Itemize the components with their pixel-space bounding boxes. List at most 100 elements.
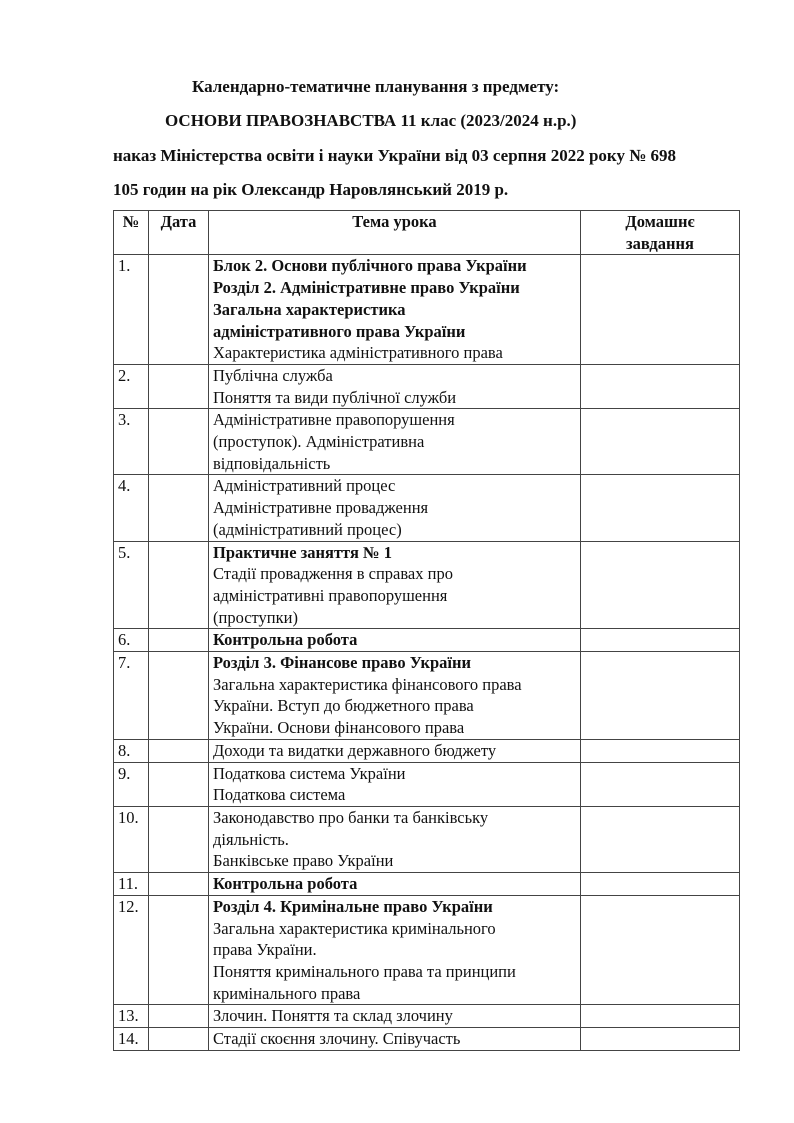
column-header-date: Дата — [148, 209, 209, 256]
row-date — [148, 408, 209, 476]
row-topic: Адміністративне правопорушення (проступок… — [208, 408, 581, 476]
row-homework — [580, 1027, 740, 1051]
row-number: 8. — [113, 738, 149, 763]
row-date — [148, 254, 209, 365]
row-number: 9. — [113, 761, 149, 807]
row-homework — [580, 805, 740, 874]
topic-heading: Розділ 3. Фінансове право України — [213, 653, 471, 673]
row-date — [148, 651, 209, 740]
row-number: 14. — [113, 1027, 149, 1051]
table-row: 13. Злочин. Поняття та склад злочину — [113, 1004, 740, 1029]
topic-line: Адміністративне правопорушення — [213, 410, 455, 430]
topic-line: Загальна характеристика фінансового прав… — [213, 674, 522, 694]
row-topic: Стадії скоєння злочину. Співучасть — [208, 1027, 581, 1051]
table-row: 6. Контрольна робота — [113, 628, 740, 653]
row-homework — [580, 254, 740, 365]
topic-line: Законодавство про банки та банківську — [213, 807, 489, 827]
row-homework — [580, 872, 740, 896]
topic-heading: Загальна характеристика — [213, 299, 406, 319]
row-number: 4. — [113, 474, 149, 542]
row-date — [148, 474, 209, 542]
table-row: 7. Розділ 3. Фінансове право України Загал… — [113, 651, 740, 740]
row-homework — [580, 1004, 740, 1029]
row-homework — [580, 761, 740, 807]
row-homework — [580, 628, 740, 653]
row-topic: Практичне заняття № 1 Стадії провадження … — [208, 540, 581, 630]
topic-line: діяльність. — [213, 829, 289, 849]
topic-heading: адміністративного права України — [213, 321, 466, 341]
row-homework — [580, 474, 740, 542]
row-date — [148, 1004, 209, 1029]
row-homework — [580, 540, 740, 630]
topic-line: кримінального права — [213, 983, 361, 1003]
lesson-plan-table: № Дата Тема урока Домашнє завдання 1. Бло… — [113, 209, 740, 1051]
row-number: 13. — [113, 1004, 149, 1029]
row-number: 10. — [113, 805, 149, 874]
topic-line: Адміністративний процес — [213, 476, 396, 496]
row-date — [148, 628, 209, 653]
row-topic: Розділ 3. Фінансове право України Загальн… — [208, 651, 581, 740]
table-row: 2. Публічна служба Поняття та види публічн… — [113, 363, 740, 410]
row-date — [148, 872, 209, 896]
table-row: 14. Стадії скоєння злочину. Співучасть — [113, 1027, 740, 1051]
row-homework — [580, 894, 740, 1006]
row-topic: Розділ 4. Кримінальне право України Загал… — [208, 894, 581, 1006]
row-date — [148, 738, 209, 763]
row-homework — [580, 363, 740, 410]
row-topic: Податкова система України Податкова систе… — [208, 761, 581, 807]
topic-heading: Розділ 2. Адміністративне право України — [213, 278, 520, 298]
row-topic: Адміністративний процес Адміністративне п… — [208, 474, 581, 542]
order-reference: наказ Міністерства освіти і науки Україн… — [113, 146, 677, 165]
topic-line: (проступки) — [213, 607, 298, 627]
topic-line: (адміністративний процес) — [213, 519, 402, 539]
topic-line: права України. — [213, 940, 317, 960]
row-number: 6. — [113, 628, 149, 653]
row-topic: Законодавство про банки та банківську дія… — [208, 805, 581, 874]
row-number: 3. — [113, 408, 149, 476]
row-topic: Злочин. Поняття та склад злочину — [208, 1004, 581, 1029]
row-topic: Контрольна робота — [208, 628, 581, 653]
topic-line: Податкова система — [213, 785, 346, 805]
row-topic: Публічна служба Поняття та види публічної… — [208, 363, 581, 410]
topic-line: Доходи та видатки державного бюджету — [213, 740, 497, 760]
topic-line: Загальна характеристика кримінального — [213, 918, 496, 938]
row-number: 2. — [113, 363, 149, 410]
row-number: 5. — [113, 540, 149, 630]
column-header-topic: Тема урока — [208, 209, 581, 256]
row-date — [148, 761, 209, 807]
row-number: 7. — [113, 651, 149, 740]
row-homework — [580, 738, 740, 763]
topic-line: адміністративні правопорушення — [213, 585, 448, 605]
topic-line: відповідальність — [213, 453, 331, 473]
column-header-homework: Домашнє завдання — [580, 209, 740, 256]
topic-line: України. Вступ до бюджетного права — [213, 696, 474, 716]
row-number: 12. — [113, 894, 149, 1006]
table-row: 12. Розділ 4. Кримінальне право України За… — [113, 894, 740, 1006]
row-date — [148, 805, 209, 874]
row-date — [148, 540, 209, 630]
topic-line: Банківське право України — [213, 851, 394, 871]
row-topic: Доходи та видатки державного бюджету — [208, 738, 581, 763]
table-row: 10. Законодавство про банки та банківську… — [113, 805, 740, 874]
row-topic: Контрольна робота — [208, 872, 581, 896]
table-row: 3. Адміністративне правопорушення (проступ… — [113, 408, 740, 476]
row-topic: Блок 2. Основи публічного права України Р… — [208, 254, 581, 365]
table-row: 11. Контрольна робота — [113, 872, 740, 896]
row-date — [148, 894, 209, 1006]
hours-author: 105 годин на рік Олександр Наровлянський… — [113, 180, 509, 199]
topic-line: Податкова система України — [213, 763, 406, 783]
row-date — [148, 363, 209, 410]
row-number: 11. — [113, 872, 149, 896]
row-date — [148, 1027, 209, 1051]
topic-line: Публічна служба — [213, 365, 333, 385]
topic-heading: Контрольна робота — [213, 630, 358, 650]
row-number: 1. — [113, 254, 149, 365]
topic-line: Злочин. Поняття та склад злочину — [213, 1006, 453, 1026]
topic-heading: Практичне заняття № 1 — [213, 542, 392, 562]
topic-line: Стадії провадження в справах про — [213, 564, 453, 584]
document-title: Календарно-тематичне планування з предме… — [192, 77, 560, 96]
table-row: 1. Блок 2. Основи публічного права Україн… — [113, 254, 740, 365]
row-homework — [580, 651, 740, 740]
table-row: 8. Доходи та видатки державного бюджету — [113, 738, 740, 763]
topic-heading: Розділ 4. Кримінальне право України — [213, 896, 493, 916]
